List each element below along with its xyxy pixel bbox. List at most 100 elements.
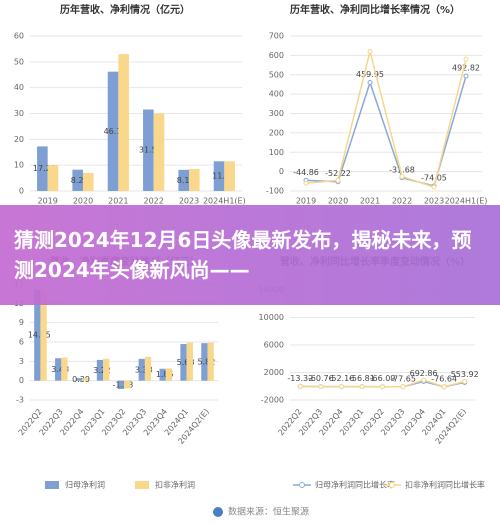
data-label: 8.25	[71, 176, 89, 185]
y-tick-label: 3	[19, 357, 24, 366]
data-label: 459.95	[356, 70, 384, 79]
bar	[138, 358, 145, 381]
x-tick-label: 2019	[296, 197, 316, 206]
chart-title: 历年营收、净利情况（亿元）	[60, 3, 190, 16]
point	[318, 384, 324, 390]
bar	[144, 356, 152, 381]
point	[462, 378, 468, 384]
y-tick-label: 0	[279, 167, 284, 176]
legend-label: 归母净利润	[65, 480, 105, 490]
bar	[178, 169, 189, 191]
bar	[82, 378, 89, 381]
x-tick-label: 2021	[108, 197, 128, 206]
data-label: 692.86	[410, 369, 438, 378]
source: 数据来源：恒生聚源	[228, 506, 309, 518]
bar	[40, 293, 47, 381]
point	[441, 384, 447, 390]
bar	[117, 380, 124, 389]
x-tick-label: 2019	[37, 197, 57, 206]
y-tick-label: 6000	[264, 341, 284, 350]
y-tick-label: -100	[266, 187, 284, 196]
y-tick-label: 6	[19, 338, 24, 347]
legend-swatch	[45, 481, 59, 489]
bar	[124, 380, 131, 389]
data-label: 3.38	[135, 365, 153, 374]
x-tick-label: 2023	[179, 197, 199, 206]
bar	[61, 357, 68, 381]
y-tick-label: 500	[269, 70, 284, 79]
y-tick-label: 20	[14, 135, 24, 144]
data-label: 11.5	[212, 172, 230, 181]
bar	[83, 172, 94, 191]
point	[380, 384, 385, 390]
chart-title: 历年营收、净利同比增长率情况（%）	[290, 3, 460, 16]
bar	[159, 368, 166, 381]
legend-swatch	[135, 481, 149, 489]
data-label: 17.26	[33, 164, 56, 173]
bar	[165, 368, 173, 381]
data-label: -13.32	[287, 374, 313, 383]
x-tick-label: 2022	[143, 197, 163, 206]
bar	[180, 344, 187, 381]
y-tick-label: 10	[14, 161, 24, 170]
bar	[96, 359, 104, 381]
legend-swatch	[299, 482, 305, 488]
bar	[153, 113, 165, 191]
bar	[107, 71, 119, 191]
bar	[186, 342, 193, 381]
y-tick-label: 600	[269, 51, 284, 60]
y-tick-label: 50	[14, 57, 24, 66]
data-label: 46.19	[104, 127, 127, 136]
y-tick-label: -2000	[261, 396, 284, 405]
data-label: 492.82	[452, 64, 480, 73]
data-label: 3.48	[51, 365, 69, 374]
bar	[143, 109, 154, 191]
point	[359, 384, 365, 390]
point	[431, 184, 437, 190]
y-tick-label: 60	[14, 32, 24, 41]
data-label: -66.09	[370, 374, 396, 383]
data-label: 0.39	[72, 375, 90, 384]
y-tick-label: 2000	[264, 368, 284, 377]
data-label: -77.65	[390, 374, 416, 383]
data-label: -52.16	[328, 374, 354, 383]
y-tick-label: 9	[19, 318, 24, 327]
data-label: 5.68	[177, 358, 195, 367]
legend-label: 扣非净利润同比增长率	[405, 480, 485, 490]
point	[303, 180, 309, 186]
x-tick-label: 2024H1(E)	[203, 197, 246, 206]
line	[305, 51, 467, 189]
bar	[207, 342, 214, 381]
data-label: -52.22	[325, 169, 351, 178]
point	[399, 173, 405, 179]
x-tick-label: 2020	[73, 197, 93, 206]
bar	[75, 378, 83, 381]
point	[338, 384, 344, 390]
data-label: -74.05	[421, 173, 447, 182]
data-label: -60.76	[308, 374, 334, 383]
point	[367, 49, 373, 54]
data-label: 5.82	[198, 357, 216, 366]
bar	[37, 146, 48, 191]
bar	[118, 54, 129, 192]
x-tick-label: 2023	[424, 197, 444, 206]
bar	[47, 165, 59, 191]
banner: 猜测2024年12月6日头像最新发布，揭秘未来，预测2024年头像新风尚——	[0, 205, 500, 305]
logo	[213, 507, 223, 517]
x-tick-label: 2024H1(E)	[445, 197, 488, 206]
data-label: 8.19	[177, 176, 195, 185]
data-label: 1.85	[156, 370, 174, 379]
data-label: 553.92	[451, 370, 479, 379]
legend-label: 归母净利润同比增长率	[315, 480, 395, 490]
y-tick-label: 700	[269, 32, 284, 41]
data-label: -31.68	[389, 165, 415, 174]
bar	[201, 343, 208, 381]
data-label: -44.86	[293, 168, 319, 177]
x-tick-label: 2021	[360, 197, 380, 206]
y-tick-label: 30	[14, 109, 24, 118]
data-label: 3.22	[93, 366, 111, 375]
data-label: -1.28	[113, 380, 134, 389]
point	[463, 73, 469, 79]
legend-label: 扣非净利润	[155, 480, 195, 490]
